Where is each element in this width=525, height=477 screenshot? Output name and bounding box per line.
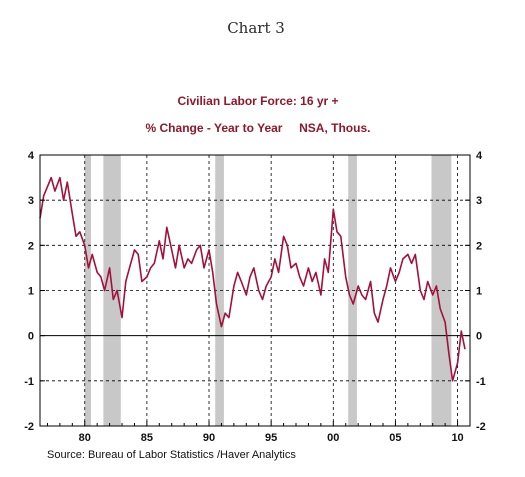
y-tick-label-right: 2 [476,240,482,252]
x-tick-label: 95 [265,432,277,444]
series-line [39,176,466,382]
recession-band [84,155,91,426]
y-tick-label-left: 2 [28,240,34,252]
y-tick-label-right: 3 [476,195,482,207]
x-tick-label: 00 [327,432,339,444]
y-tick-label-right: 4 [476,150,483,162]
chart-title: Civilian Labor Force: 16 yr + [177,94,338,108]
y-tick-label-left: 4 [28,150,35,162]
y-tick-label-left: -1 [24,376,34,388]
recession-band [431,155,452,426]
y-tick-label-left: -2 [24,421,34,433]
x-tick-label: 80 [79,432,91,444]
y-tick-label-left: 1 [28,286,34,298]
y-tick-label-right: 1 [476,286,482,298]
chart-subtitle: % Change - Year to Year NSA, Thous. [146,121,371,135]
recession-band [215,155,224,426]
chart-label: Chart 3 [227,19,285,37]
y-tick-label-right: 0 [476,331,482,343]
y-tick-label-left: 0 [28,331,34,343]
x-tick-label: 10 [451,432,463,444]
tick-layer: 4 43 32 21 10 0-1 -1-2 -280 85 90 95 00 05 10 [24,150,486,444]
source-note: Source: Bureau of Labor Statistics /Have… [47,449,296,461]
y-tick-label-left: 3 [28,195,34,207]
x-tick-label: 85 [141,432,153,444]
y-tick-label-right: -1 [476,376,486,388]
x-tick-label: 05 [389,432,401,444]
y-tick-label-right: -2 [476,421,486,433]
series-layer [39,176,466,382]
x-tick-label: 90 [203,432,215,444]
